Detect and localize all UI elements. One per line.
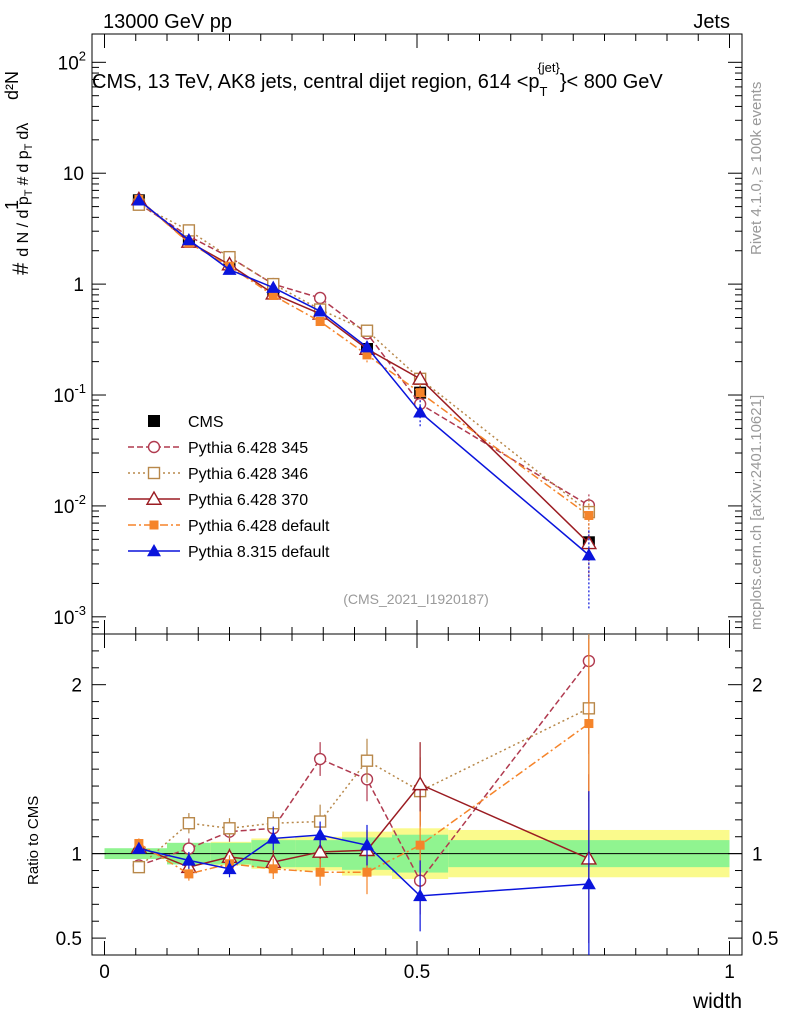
ratio-point-p8def xyxy=(413,888,428,902)
ratio-y-tick-label: 1 xyxy=(71,845,82,866)
legend-label-p346: Pythia 6.428 346 xyxy=(188,466,308,483)
series-line-p6def xyxy=(138,198,590,517)
legend-marker-p8def xyxy=(147,544,161,557)
main-ylabel: #d N / d pT#d pTdλ 1 d²N xyxy=(2,71,35,275)
ratio-y-tick-label-right: 1 xyxy=(752,845,763,866)
series-line-p346 xyxy=(138,204,590,513)
x-tick-label: 0 xyxy=(99,962,110,983)
plot-title-sup: {jet} xyxy=(537,60,560,75)
y-tick-label: 10-3 xyxy=(53,603,86,629)
svg-text:d²N: d²N xyxy=(2,71,22,100)
ratio-point-p8def xyxy=(360,838,374,851)
ratio-point-p6def xyxy=(362,867,372,877)
ratio-point-p8def xyxy=(181,853,196,866)
plot-title-main: CMS, 13 TeV, AK8 jets, central dijet reg… xyxy=(92,71,540,93)
ratio-point-p6def xyxy=(184,869,194,879)
series-point-p8def xyxy=(266,280,281,293)
y-tick-label: 10-2 xyxy=(53,492,86,518)
ratio-point-p346 xyxy=(223,822,236,835)
series-point-p8def xyxy=(131,193,146,206)
ratio-line-p346 xyxy=(138,707,590,868)
y-tick-label: 10-1 xyxy=(53,381,86,407)
analysis-watermark: (CMS_2021_I1920187) xyxy=(343,591,489,607)
ratio-point-p346 xyxy=(360,754,374,767)
ratio-point-p345 xyxy=(313,752,327,766)
ratio-point-p6def xyxy=(315,867,325,877)
ratio-point-p6def xyxy=(268,864,278,874)
series-point-p346 xyxy=(360,324,374,337)
legend-label-p345: Pythia 6.428 345 xyxy=(188,440,308,457)
legend-marker-p346 xyxy=(147,466,161,480)
ratio-ylabel: Ratio to CMS xyxy=(25,796,42,885)
main-ylabel-text: #d N / d pT#d pTdλ xyxy=(8,123,35,275)
header-right: Jets xyxy=(693,11,730,33)
series-layer xyxy=(130,191,598,955)
y-tick-label: 10 xyxy=(63,164,84,185)
series-point-p8def xyxy=(181,232,196,246)
x-tick-label: 1 xyxy=(724,962,735,983)
ratio-line-p345 xyxy=(138,660,590,883)
legend-label-p6def: Pythia 6.428 default xyxy=(188,518,330,535)
series-point-p6def xyxy=(268,290,278,300)
series-point-p6def xyxy=(415,388,425,398)
series-point-p8def xyxy=(313,304,328,317)
series-point-p345 xyxy=(313,291,327,305)
legend-marker-p345 xyxy=(147,440,161,454)
ratio-y-tick-label-right: 0.5 xyxy=(752,929,778,950)
ratio-point-p370 xyxy=(411,775,429,791)
svg-text:1: 1 xyxy=(2,200,22,210)
ratio-point-p8def xyxy=(581,877,596,890)
ratio-point-p370 xyxy=(311,843,329,858)
y-tick-label: 102 xyxy=(58,48,86,74)
legend-marker-p6def xyxy=(149,520,159,530)
series-point-p6def xyxy=(362,350,372,360)
legend-marker-cms xyxy=(148,415,160,427)
ratio-line-p6def xyxy=(138,722,590,875)
ratio-point-p8def xyxy=(313,828,328,841)
series-point-p6def xyxy=(315,317,325,327)
ratio-point-p346 xyxy=(132,860,146,874)
legend-marker-p370 xyxy=(145,490,163,505)
series-point-p8def xyxy=(360,340,374,353)
plot-title-end: }< 800 GeV xyxy=(560,71,664,93)
x-axis-label: width xyxy=(692,990,742,1013)
legend-label-p8def: Pythia 8.315 default xyxy=(188,544,330,561)
ratio-line-p8def xyxy=(138,834,589,897)
ratio-y-tick-label-right: 2 xyxy=(752,676,763,697)
ratio-point-p6def xyxy=(415,840,425,850)
mcplots-label: mcplots.cern.ch [arXiv:2401.10621] xyxy=(748,395,765,630)
series-point-p8def xyxy=(222,262,237,275)
axes: 10-3 10-2 10-1 1 10 102 0 0.5 1 0.5 0.5 1 1 2 2 xyxy=(53,33,778,983)
ratio-point-p6def xyxy=(584,719,594,729)
ratio-y-tick-label: 2 xyxy=(71,676,82,697)
plot-title-sub: T xyxy=(540,84,548,99)
series-line-p345 xyxy=(138,203,590,507)
series-point-p370 xyxy=(411,370,429,385)
header-left: 13000 GeV pp xyxy=(103,11,232,33)
series-point-p8def xyxy=(413,405,428,418)
series-point-p6def xyxy=(584,510,594,520)
legend-label-cms: CMS xyxy=(188,414,224,431)
ratio-point-p8def xyxy=(131,841,146,854)
x-tick-label: 0.5 xyxy=(404,962,430,983)
rivet-label: Rivet 4.1.0, ≥ 100k events xyxy=(748,82,765,255)
ratio-point-p8def xyxy=(222,861,237,875)
y-tick-label: 1 xyxy=(73,275,84,296)
ratio-point-p346 xyxy=(182,817,196,830)
legend-label-p370: Pythia 6.428 370 xyxy=(188,492,308,509)
ratio-y-tick-label: 0.5 xyxy=(56,929,82,950)
legend: CMS Pythia 6.428 345 Pythia 6.428 346 Pythi… xyxy=(128,414,330,561)
plot-title: CMS, 13 TeV, AK8 jets, central dijet reg… xyxy=(92,60,663,99)
series-point-p8def xyxy=(581,548,596,561)
ratio-point-p8def xyxy=(266,831,281,844)
